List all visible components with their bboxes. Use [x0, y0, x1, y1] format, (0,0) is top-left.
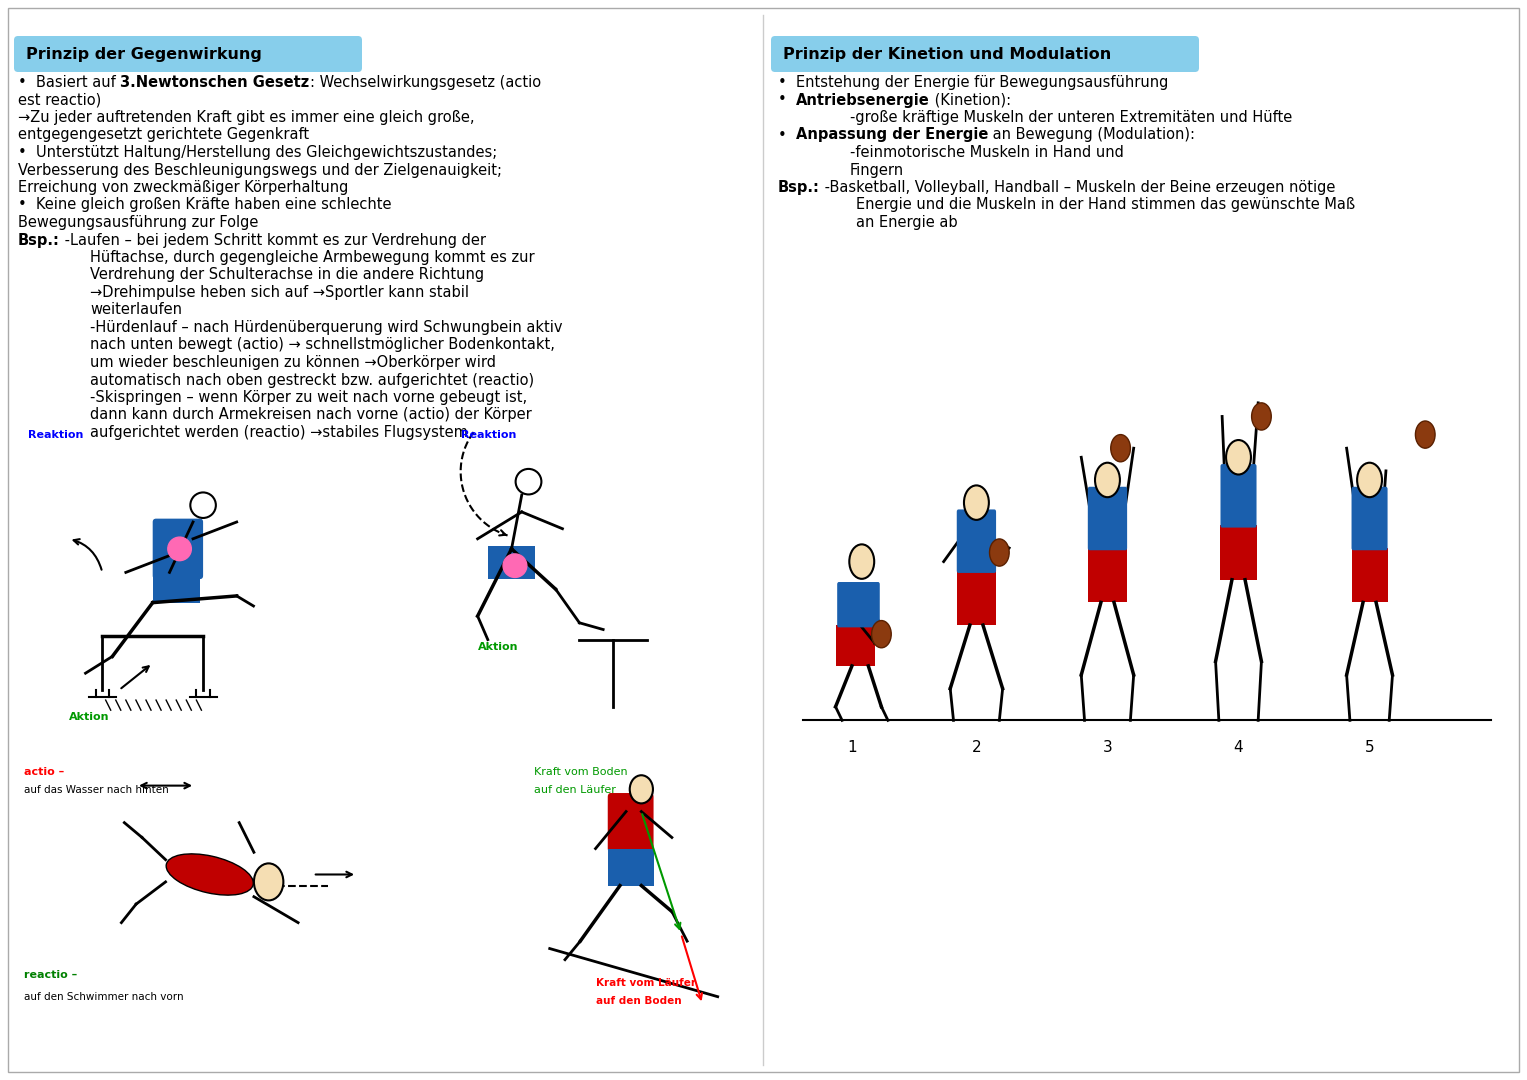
Text: •  Basiert auf: • Basiert auf	[18, 75, 121, 90]
Text: Verbesserung des Beschleunigungswegs und der Zielgenauigkeit;: Verbesserung des Beschleunigungswegs und…	[18, 162, 502, 177]
Text: -feinmotorische Muskeln in Hand und: -feinmotorische Muskeln in Hand und	[851, 145, 1124, 160]
Circle shape	[1358, 462, 1382, 497]
Text: auf das Wasser nach hinten: auf das Wasser nach hinten	[24, 785, 169, 795]
Text: -Hürdenlauf – nach Hürdenüberquerung wird Schwungbein aktiv: -Hürdenlauf – nach Hürdenüberquerung wir…	[90, 320, 562, 335]
Text: Bsp.:: Bsp.:	[777, 180, 820, 195]
Circle shape	[191, 492, 215, 518]
Text: -Basketball, Volleyball, Handball – Muskeln der Beine erzeugen nötige: -Basketball, Volleyball, Handball – Musk…	[820, 180, 1335, 195]
Circle shape	[168, 537, 191, 561]
FancyBboxPatch shape	[1087, 487, 1127, 550]
Text: an Bewegung (Modulation):: an Bewegung (Modulation):	[988, 127, 1196, 143]
Text: -große kräftige Muskeln der unteren Extremitäten und Hüfte: -große kräftige Muskeln der unteren Extr…	[851, 110, 1292, 125]
Text: •  Keine gleich großen Kräfte haben eine schlechte: • Keine gleich großen Kräfte haben eine …	[18, 198, 391, 213]
Circle shape	[1416, 421, 1435, 448]
Text: Kraft vom Boden: Kraft vom Boden	[534, 767, 628, 777]
FancyBboxPatch shape	[14, 36, 362, 72]
Text: •: •	[777, 127, 796, 143]
Text: (Kinetion):: (Kinetion):	[930, 93, 1011, 108]
Text: um wieder beschleunigen zu können →Oberkörper wird: um wieder beschleunigen zu können →Oberk…	[90, 355, 496, 370]
Circle shape	[1095, 462, 1119, 497]
Bar	[1351, 548, 1388, 603]
Text: Bsp.:: Bsp.:	[18, 232, 60, 247]
Text: 3: 3	[1102, 740, 1112, 755]
Text: Aktion: Aktion	[69, 712, 110, 723]
Text: auf den Läufer: auf den Läufer	[534, 785, 617, 795]
Text: actio –: actio –	[24, 767, 64, 777]
Text: •  Unterstützt Haltung/Herstellung des Gleichgewichtszustandes;: • Unterstützt Haltung/Herstellung des Gl…	[18, 145, 498, 160]
Text: 2: 2	[971, 740, 982, 755]
FancyBboxPatch shape	[608, 793, 654, 852]
Bar	[1220, 525, 1257, 580]
Text: Prinzip der Gegenwirkung: Prinzip der Gegenwirkung	[26, 46, 261, 62]
Text: nach unten bewegt (actio) → schnellstmöglicher Bodenkontakt,: nach unten bewegt (actio) → schnellstmög…	[90, 337, 554, 352]
Text: Erreichung von zweckmäßiger Körperhaltung: Erreichung von zweckmäßiger Körperhaltun…	[18, 180, 348, 195]
Text: -Skispringen – wenn Körper zu weit nach vorne gebeugt ist,: -Skispringen – wenn Körper zu weit nach …	[90, 390, 527, 405]
Text: Energie und die Muskeln in der Hand stimmen das gewünschte Maß: Energie und die Muskeln in der Hand stim…	[857, 198, 1354, 213]
Text: auf den Boden: auf den Boden	[596, 996, 681, 1007]
Text: weiterlaufen: weiterlaufen	[90, 302, 182, 318]
Text: 5: 5	[1365, 740, 1374, 755]
Bar	[957, 570, 996, 625]
Circle shape	[629, 775, 654, 804]
Circle shape	[1226, 440, 1251, 474]
Text: Reaktion: Reaktion	[461, 430, 516, 440]
Text: •  Entstehung der Energie für Bewegungsausführung: • Entstehung der Energie für Bewegungsau…	[777, 75, 1168, 90]
Bar	[608, 849, 654, 886]
Circle shape	[849, 544, 873, 579]
Text: •: •	[777, 93, 796, 108]
FancyBboxPatch shape	[771, 36, 1199, 72]
Text: est reactio): est reactio)	[18, 93, 101, 108]
Text: auf den Schwimmer nach vorn: auf den Schwimmer nach vorn	[24, 993, 183, 1002]
Text: entgegengesetzt gerichtete Gegenkraft: entgegengesetzt gerichtete Gegenkraft	[18, 127, 308, 143]
Circle shape	[516, 469, 542, 495]
Text: Verdrehung der Schulterachse in die andere Richtung: Verdrehung der Schulterachse in die ande…	[90, 268, 484, 283]
Text: 3.Newtonschen Gesetz: 3.Newtonschen Gesetz	[121, 75, 310, 90]
Text: Reaktion: Reaktion	[29, 430, 84, 440]
FancyBboxPatch shape	[1351, 487, 1388, 550]
Text: Kraft vom Läufer: Kraft vom Läufer	[596, 977, 695, 987]
Text: : Wechselwirkungsgesetz (actio: : Wechselwirkungsgesetz (actio	[310, 75, 541, 90]
Text: reactio –: reactio –	[24, 970, 78, 981]
Text: automatisch nach oben gestreckt bzw. aufgerichtet (reactio): automatisch nach oben gestreckt bzw. auf…	[90, 373, 534, 388]
FancyBboxPatch shape	[1220, 464, 1257, 528]
Text: Fingern: Fingern	[851, 162, 904, 177]
Circle shape	[872, 621, 892, 648]
Circle shape	[1252, 403, 1272, 430]
Text: dann kann durch Armekreisen nach vorne (actio) der Körper: dann kann durch Armekreisen nach vorne (…	[90, 407, 531, 422]
FancyBboxPatch shape	[957, 510, 996, 572]
Bar	[835, 625, 875, 666]
Circle shape	[1110, 434, 1130, 462]
Circle shape	[989, 539, 1009, 566]
Circle shape	[253, 863, 284, 901]
Text: Aktion: Aktion	[478, 642, 518, 651]
Ellipse shape	[166, 854, 253, 895]
Text: →Zu jeder auftretenden Kraft gibt es immer eine gleich große,: →Zu jeder auftretenden Kraft gibt es imm…	[18, 110, 475, 125]
FancyBboxPatch shape	[837, 582, 880, 627]
Text: Anpassung der Energie: Anpassung der Energie	[796, 127, 988, 143]
Circle shape	[502, 554, 527, 578]
Bar	[487, 545, 536, 579]
Text: 4: 4	[1234, 740, 1243, 755]
Text: Antriebsenergie: Antriebsenergie	[796, 93, 930, 108]
Text: Prinzip der Kinetion und Modulation: Prinzip der Kinetion und Modulation	[783, 46, 1112, 62]
Text: Bewegungsausführung zur Folge: Bewegungsausführung zur Folge	[18, 215, 258, 230]
Circle shape	[964, 485, 989, 519]
Text: Hüftachse, durch gegengleiche Armbewegung kommt es zur: Hüftachse, durch gegengleiche Armbewegun…	[90, 249, 534, 265]
Text: -Laufen – bei jedem Schritt kommt es zur Verdrehung der: -Laufen – bei jedem Schritt kommt es zur…	[60, 232, 486, 247]
Bar	[153, 572, 200, 603]
Text: an Energie ab: an Energie ab	[857, 215, 957, 230]
Text: 1: 1	[847, 740, 857, 755]
Text: →Drehimpulse heben sich auf →Sportler kann stabil: →Drehimpulse heben sich auf →Sportler ka…	[90, 285, 469, 300]
FancyBboxPatch shape	[153, 518, 203, 579]
Text: aufgerichtet werden (reactio) →stabiles Flugsystem: aufgerichtet werden (reactio) →stabiles …	[90, 426, 467, 440]
Bar	[1087, 548, 1127, 603]
